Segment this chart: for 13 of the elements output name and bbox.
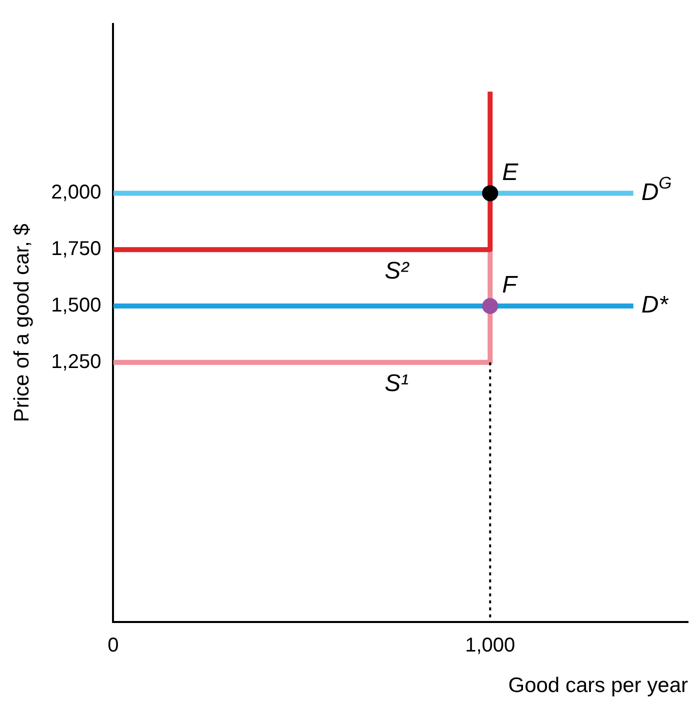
series-label: D*: [641, 292, 669, 319]
x-tick-label: 0: [108, 634, 119, 656]
x-axis-title: Good cars per year: [508, 674, 688, 698]
y-axis-title: Price of a good car, $: [10, 223, 34, 422]
y-tick-label: 1,750: [51, 238, 102, 260]
y-tick-label: 1,500: [51, 294, 102, 316]
series-label: S¹: [384, 370, 409, 398]
y-tick-label: 2,000: [51, 182, 102, 204]
series-label: F: [502, 272, 518, 299]
y-tick-label: 1,250: [51, 350, 102, 373]
series-label: E: [502, 158, 520, 186]
x-tick-label: 1,000: [465, 634, 516, 656]
series-label: S²: [384, 257, 410, 284]
